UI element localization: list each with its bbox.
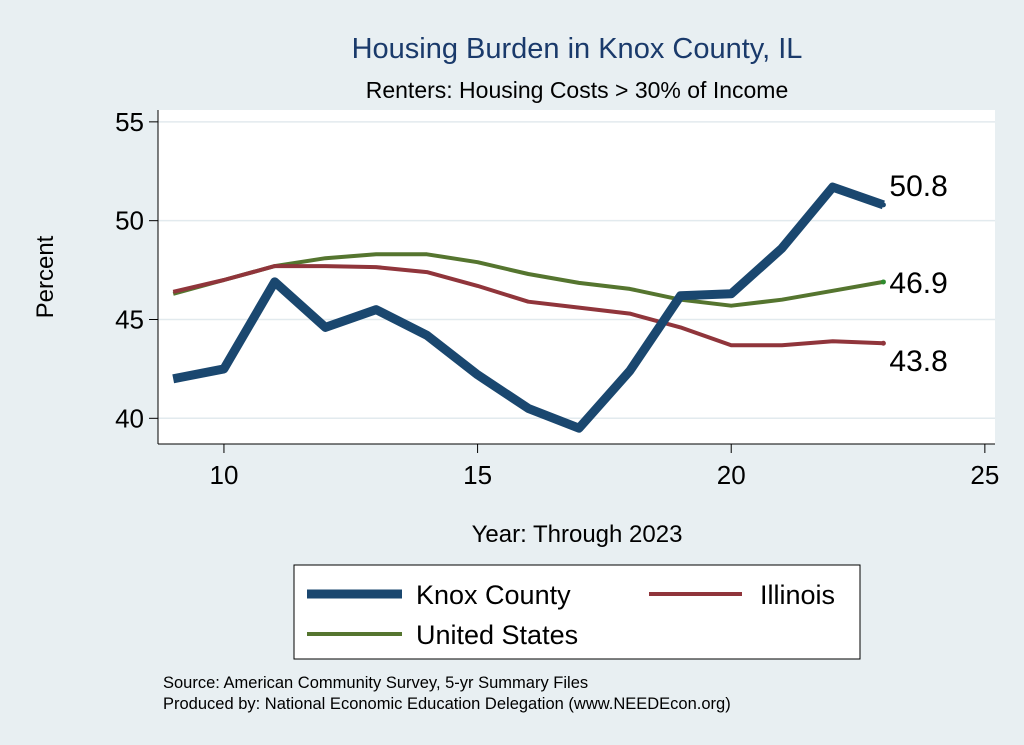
chart-subtitle: Renters: Housing Costs > 30% of Income [366, 77, 789, 103]
y-tick-label-45: 45 [115, 304, 144, 334]
end-labels: 50.8 43.8 46.9 [889, 170, 947, 378]
source-line-1: Source: American Community Survey, 5-yr … [163, 674, 588, 692]
y-axis-title: Percent [32, 235, 59, 318]
gridlines [158, 121, 995, 420]
legend-box [293, 564, 861, 660]
x-axis-title: Year: Through 2023 [472, 521, 683, 548]
plot-area [158, 110, 995, 444]
series-line-illinois [172, 264, 884, 348]
chart-title: Housing Burden in Knox County, IL [352, 33, 803, 65]
series-lines [172, 182, 886, 433]
end-label-knox-county: 50.8 [889, 170, 947, 203]
x-tick-label-10: 10 [209, 460, 238, 490]
series-line-knox-county [172, 182, 885, 433]
source-line-2: Produced by: National Economic Education… [163, 695, 731, 713]
x-tick-label-25: 25 [970, 460, 999, 490]
series-end-point-illinois [880, 340, 886, 346]
y-tick-label-40: 40 [115, 403, 144, 433]
end-label-illinois: 43.8 [889, 345, 947, 378]
legend-label-us: United States [416, 620, 578, 650]
axes: 40 45 50 55 10 15 20 25 [115, 107, 999, 490]
x-tick-label-20: 20 [717, 460, 746, 490]
y-tick-label-55: 55 [115, 107, 144, 137]
legend: Knox County Illinois United States [293, 564, 861, 660]
series-end-point-united-states [880, 279, 886, 285]
legend-label-knox: Knox County [416, 580, 571, 610]
x-tick-label-15: 15 [463, 460, 492, 490]
legend-label-illinois: Illinois [760, 580, 835, 610]
series-end-point-knox-county [880, 202, 886, 208]
y-tick-label-50: 50 [115, 206, 144, 236]
series-line-united-states [172, 252, 884, 308]
end-label-united-states: 46.9 [889, 267, 947, 300]
